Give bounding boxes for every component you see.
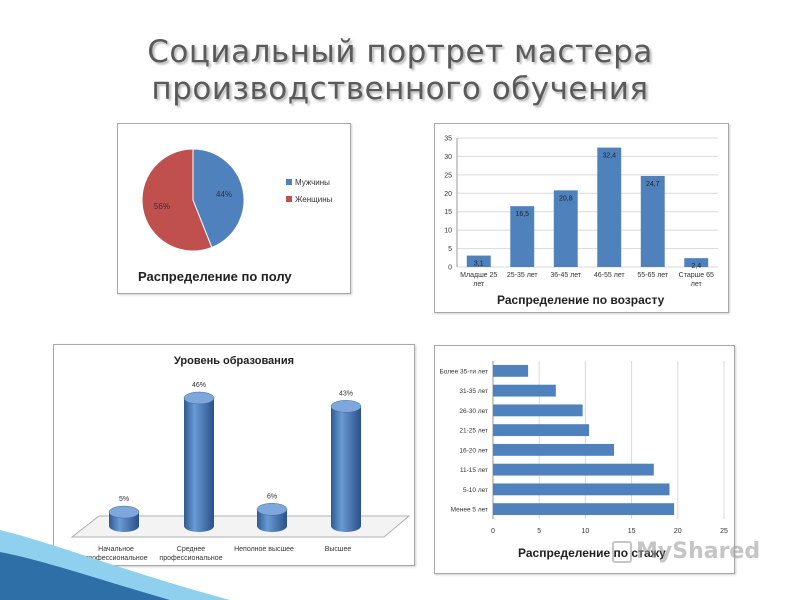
y-tick-label: 11-15 лет [460, 467, 488, 474]
bar-value-label: 46% [192, 382, 206, 389]
age-bar-chart: 0 5 10 15 20 25 30 35 3,1 Младше 25 лет 16,5 25-35 л… [444, 136, 718, 307]
experience-bar-chart: 0 5 10 15 20 25 Более 35-ти лет 31-35 лет 26-30 … [439, 361, 728, 560]
bar [493, 364, 529, 377]
cylinder-bar [257, 509, 287, 532]
bar [684, 258, 709, 267]
watermark-icon [612, 541, 632, 563]
cylinder-bar [331, 406, 361, 532]
pie-value-label: 56% [154, 202, 170, 211]
x-tick-label: Среднее профессиональное [159, 546, 222, 562]
y-tick-label: 30 [444, 154, 452, 161]
y-tick-label: 0 [448, 265, 452, 272]
x-tick-label: 55-65 лет [637, 272, 669, 279]
y-tick-label: Более 35-ти лет [439, 368, 488, 375]
legend-label: Женщины [295, 195, 333, 204]
bar [493, 463, 654, 476]
chart-title: Распределение по полу [138, 269, 292, 284]
y-tick-label: Менее 5 лет [451, 507, 488, 514]
cylinder-top [330, 400, 362, 413]
x-tick-label: 25 [720, 528, 728, 535]
age-chart-panel: 0 5 10 15 20 25 30 35 3,1 Младше 25 лет 16,5 25-35 л… [434, 123, 729, 313]
chart-title: Уровень образования [174, 355, 294, 367]
bar-value-label: 6% [267, 493, 277, 500]
gender-pie-chart: 44% Мужчины 56% Женщины Распределение по пол… [138, 148, 333, 284]
bar [597, 147, 622, 267]
bar [493, 503, 675, 516]
y-tick-label: 35 [444, 136, 452, 143]
x-tick-label: 10 [582, 528, 590, 535]
bar-value-label: 2,4 [691, 263, 701, 270]
x-tick-label: Начальное профессиональное [84, 546, 147, 562]
watermark-logo: MyShared [612, 539, 772, 569]
chart-title: Распределение по стажу [518, 546, 666, 560]
pie-slice [141, 148, 213, 252]
y-tick-label: 25 [444, 172, 452, 179]
bar [553, 190, 578, 267]
slide-title-line-1: Социальный портрет мастера [147, 34, 653, 70]
legend-swatch [286, 196, 292, 202]
x-tick-label: 5 [537, 528, 541, 535]
y-tick-label: 10 [444, 228, 452, 235]
y-tick-label: 5-10 лет [463, 487, 488, 494]
floor [70, 515, 411, 538]
slide-title-line-2: производственного обучения [151, 71, 649, 107]
y-tick-label: 15 [444, 209, 452, 216]
y-tick-label: 5 [448, 246, 452, 253]
bar [493, 384, 556, 397]
x-tick-label: 20 [674, 528, 682, 535]
x-tick-label: 36-45 лет [550, 272, 582, 279]
cylinder-top [183, 391, 215, 405]
bar-value-label: 32,4 [602, 153, 616, 160]
slide-title: Социальный портрет мастера производствен… [0, 34, 800, 108]
x-tick-label: 0 [491, 528, 495, 535]
x-tick-label: Высшее [325, 546, 352, 553]
cylinder-top [256, 503, 288, 516]
pie-value-label: 44% [216, 190, 232, 199]
bar-value-label: 3,1 [474, 261, 484, 268]
y-tick-label: 26-30 лет [459, 408, 488, 415]
bar-value-label: 5% [119, 496, 129, 503]
legend-swatch [286, 179, 292, 185]
pie-slice [192, 148, 245, 249]
chart-title: Распределение по возрасту [497, 293, 665, 307]
bar [493, 443, 615, 456]
x-tick-label: 25-35 лет [507, 272, 539, 279]
bar [493, 483, 670, 496]
cylinder-top [108, 505, 140, 519]
y-tick-label: 21-25 лет [459, 428, 488, 435]
x-tick-label: 46-55 лет [594, 272, 626, 279]
x-tick-label: Старше 65 лет [679, 272, 714, 288]
bar-value-label: 16,5 [515, 211, 529, 218]
decorative-wave [0, 530, 230, 600]
gender-chart-panel: 44% Мужчины 56% Женщины Распределение по пол… [117, 123, 351, 294]
education-bar-chart: Уровень образования 5% Начальное профессион… [70, 355, 411, 562]
cylinder-bar [184, 398, 214, 532]
y-tick-label: 31-35 лет [459, 388, 488, 395]
y-tick-label: 20 [444, 191, 452, 198]
bar-value-label: 24,7 [646, 181, 660, 188]
bar-value-label: 43% [339, 390, 353, 397]
experience-chart-panel: 0 5 10 15 20 25 Более 35-ти лет 31-35 лет 26-30 … [434, 345, 735, 574]
bar [493, 404, 583, 417]
bar [510, 206, 535, 267]
bar [466, 255, 491, 267]
watermark-text: MyShared [636, 539, 761, 564]
legend-label: Мужчины [295, 178, 330, 187]
x-tick-label: 15 [628, 528, 636, 535]
x-tick-label: Младше 25 лет [460, 272, 497, 288]
y-tick-label: 16-20 лет [459, 447, 488, 454]
bar [640, 175, 665, 267]
education-chart-panel: Уровень образования 5% Начальное профессион… [53, 344, 415, 566]
bar-value-label: 20,8 [559, 195, 573, 202]
bar [493, 424, 590, 437]
x-tick-label: Неполное высшее [234, 546, 294, 553]
